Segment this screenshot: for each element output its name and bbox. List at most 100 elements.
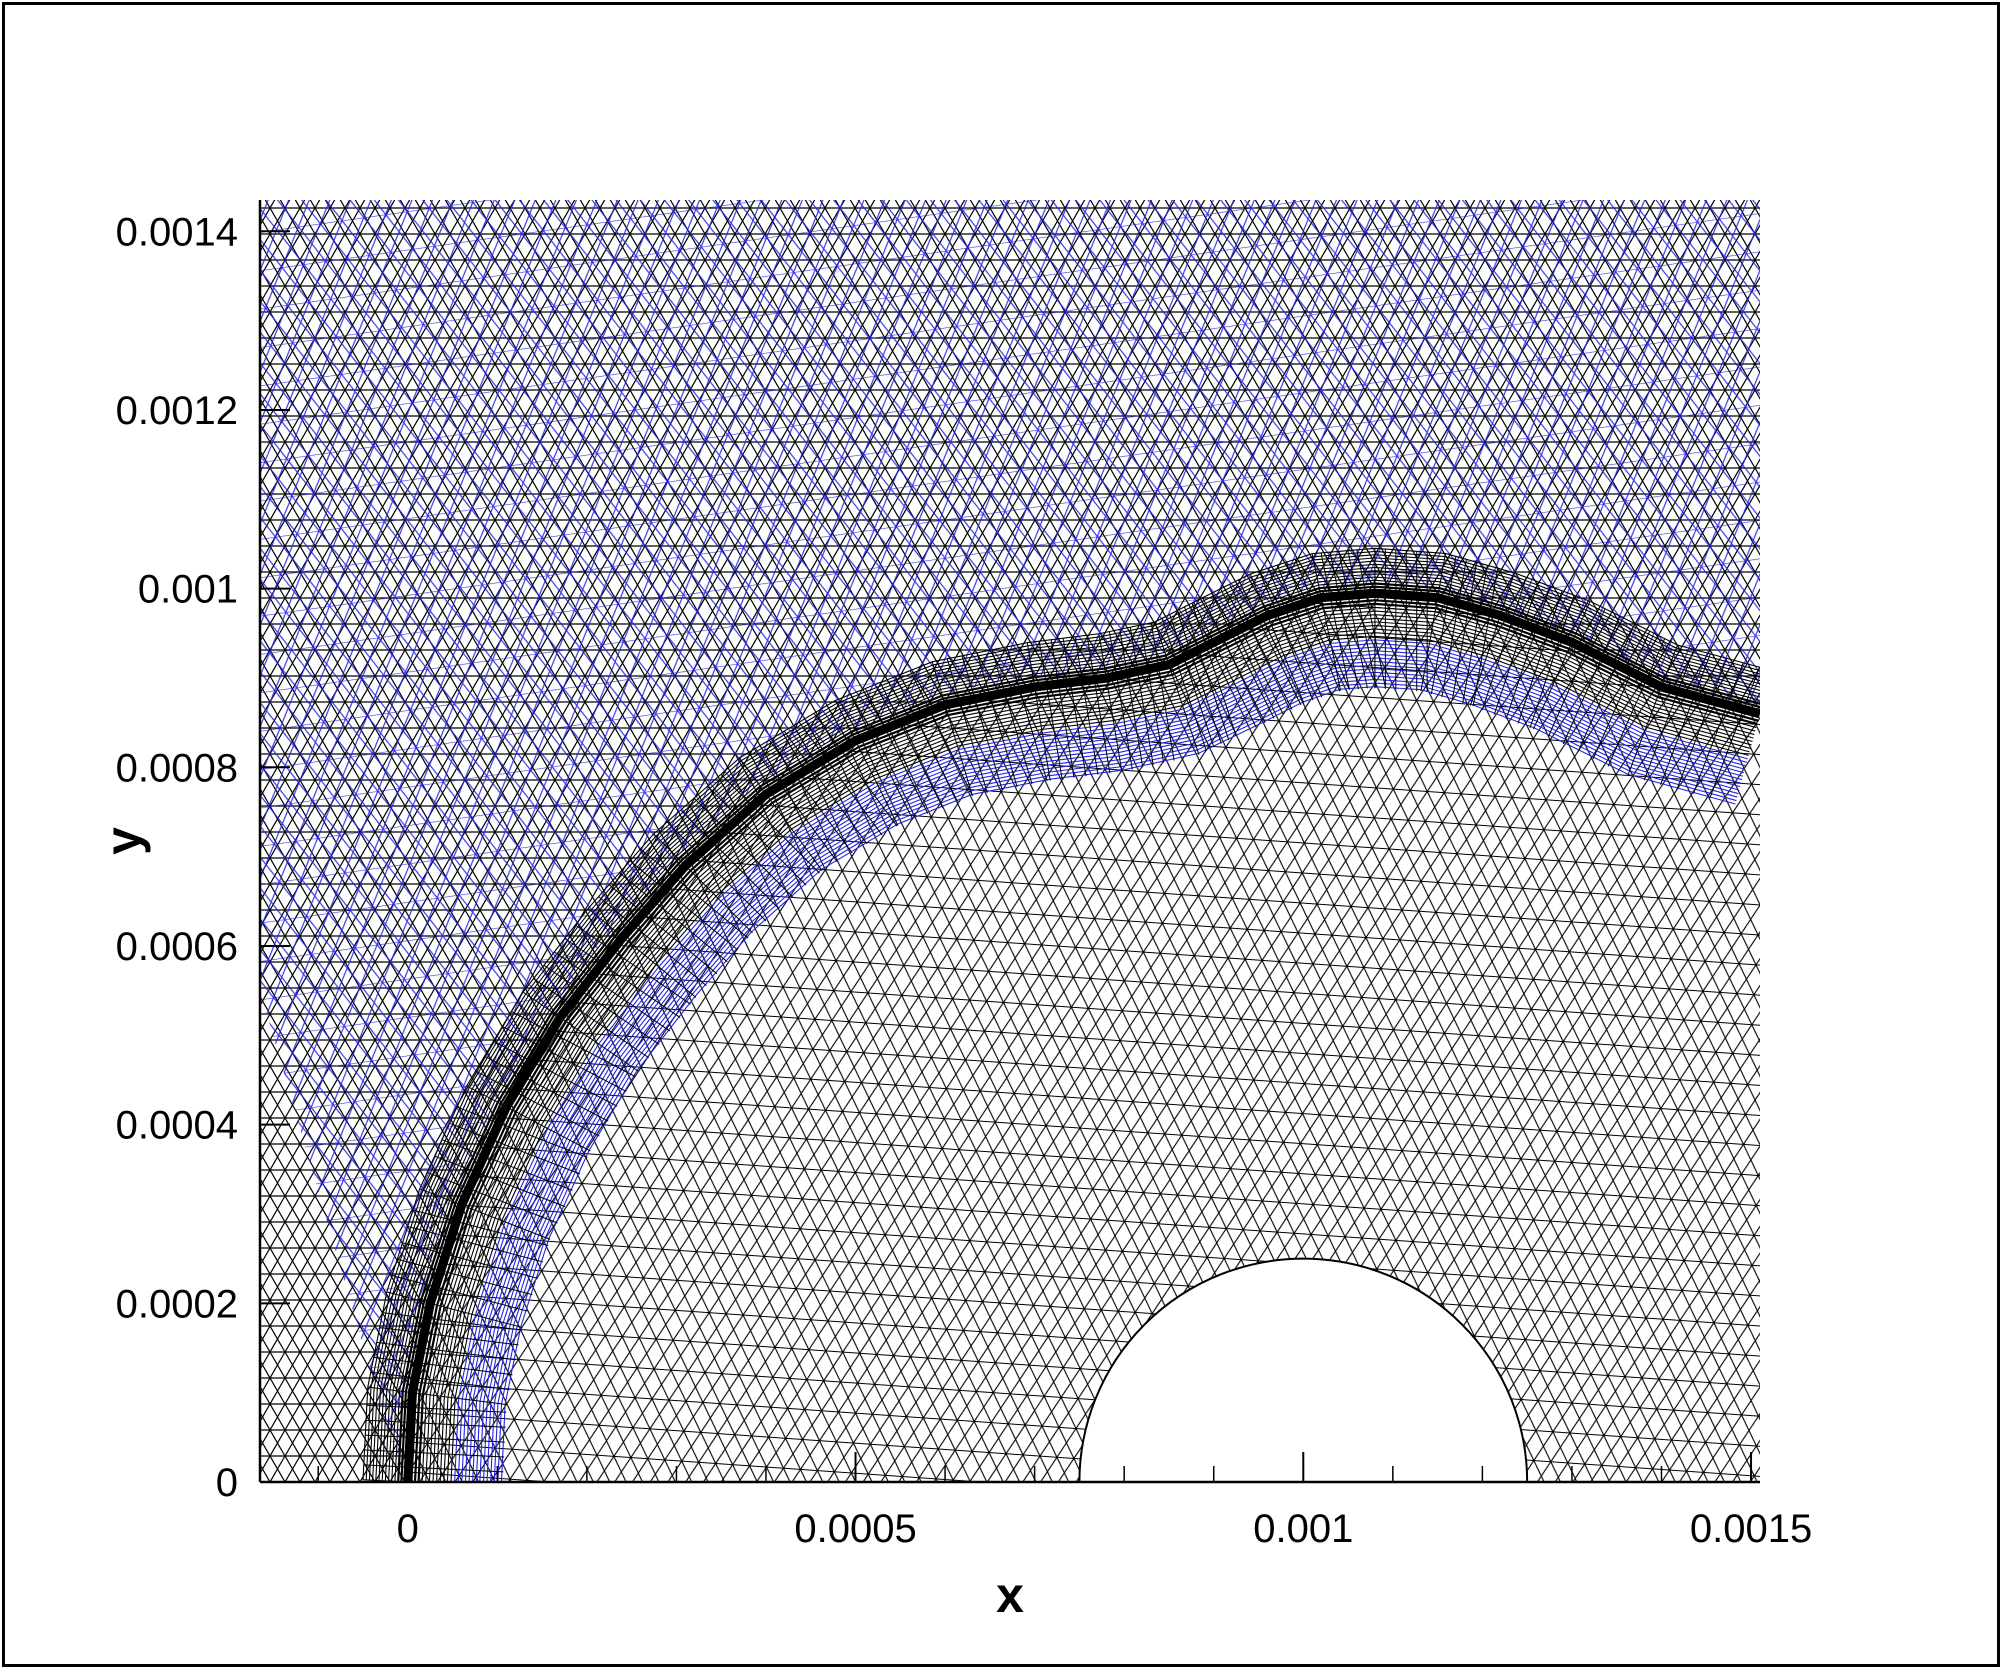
boundary-layer-radial-line: [434, 1155, 566, 1208]
boundary-layer-radial-line: [419, 1188, 551, 1240]
axes: 0 0.0005 0.001 0.0015 0 0.0002 0.0004 0.0006 0.…: [116, 200, 1812, 1551]
boundary-layer-radial-line: [991, 649, 1033, 785]
boundary-layer-radial-line: [466, 1085, 591, 1152]
boundary-layer-radial-line: [1320, 552, 1350, 690]
boundary-layer-radial-line: [1050, 639, 1075, 778]
boundary-layer-radial-line: [738, 757, 823, 871]
boundary-layer-radial-line: [502, 1025, 627, 1092]
boundary-layer-radial-line: [1211, 592, 1275, 719]
boundary-layer-radial-line: [564, 937, 681, 1018]
boundary-layer-radial-line: [1709, 666, 1760, 799]
boundary-layer-radial-line: [813, 712, 898, 827]
y-tick-label: 0.0004: [116, 1104, 238, 1148]
boundary-layer-radial-line: [1154, 621, 1200, 755]
boundary-layer-radial-line: [1481, 577, 1527, 711]
boundary-layer-radial-line: [1660, 653, 1711, 785]
x-tick-label: 0.001: [1253, 1507, 1353, 1551]
boundary-layer-radial-line: [1517, 590, 1563, 724]
boundary-layer-radial-line: [364, 1449, 505, 1458]
boundary-layer-radial-line: [1006, 646, 1048, 782]
boundary-layer-radial-line: [379, 1327, 519, 1346]
boundary-layer-radial-line: [798, 721, 883, 836]
boundary-layer-radial-line: [1294, 558, 1350, 689]
boundary-layer-radial-line: [693, 797, 794, 898]
boundary-layer-radial-line: [1529, 594, 1575, 729]
boundary-layer-radial-line: [608, 884, 718, 975]
boundary-layer-radial-line: [1338, 551, 1368, 689]
boundary-layer-radial-line: [619, 872, 728, 963]
x-tick-label: 0: [397, 1507, 419, 1551]
boundary-layer-radial-line: [365, 1434, 505, 1443]
boundary-layer-radial-line: [382, 1312, 522, 1331]
y-tick-label: 0.0002: [116, 1282, 238, 1326]
boundary-layer-radial-line: [629, 860, 739, 951]
boundary-layer-radial-line: [1038, 640, 1063, 780]
boundary-layer-radial-line: [1469, 572, 1515, 706]
boundary-layer-radial-line: [1229, 583, 1293, 710]
boundary-layer-radial-line: [386, 1291, 523, 1328]
boundary-layer-radial-line: [1074, 636, 1099, 775]
boundary-layer-radial-line: [1451, 562, 1478, 701]
boundary-layer-radial-line: [1285, 561, 1341, 692]
boundary-layer-radial-line: [407, 1225, 544, 1263]
y-tick-label: 0.0006: [116, 925, 238, 969]
boundary-layer-radial-line: [510, 1010, 636, 1077]
y-axis-title: y: [95, 827, 151, 855]
boundary-layer-radial-line: [1119, 629, 1144, 768]
boundary-layer-radial-line: [1493, 581, 1539, 715]
boundary-layer-radial-line: [1420, 553, 1446, 692]
boundary-layer-radial-line: [1129, 626, 1154, 766]
boundary-layer-radial-line: [894, 676, 959, 802]
boundary-layer-radial-line: [493, 1040, 618, 1107]
boundary-layer-radial-line: [412, 1209, 549, 1247]
boundary-layer-radial-line: [574, 924, 691, 1005]
boundary-layer-radial-line: [1692, 662, 1744, 794]
boundary-layer-radial-line: [365, 1419, 506, 1428]
boundary-layer-radial-line: [553, 951, 670, 1032]
boundary-layer-radial-line: [1237, 579, 1302, 706]
boundary-layer-radial-line: [1202, 597, 1266, 723]
interface-curve: [403, 588, 1760, 1482]
boundary-layer-radial-line: [396, 1258, 533, 1296]
boundary-layer-radial-line: [1430, 556, 1457, 695]
boundary-layer-radial-line: [376, 1341, 516, 1361]
boundary-layer-radial-line: [680, 809, 780, 910]
boundary-layer-radial-line: [484, 1055, 609, 1122]
boundary-layer-radial-line: [1267, 567, 1323, 698]
boundary-layer-radial-line: [1462, 565, 1488, 704]
boundary-layer-radial-line: [931, 661, 973, 796]
x-ticks: 0 0.0005 0.001 0.0015: [317, 1452, 1812, 1551]
boundary-layer-radial-line: [1311, 553, 1342, 691]
boundary-layer-radial-line: [1098, 633, 1123, 772]
boundary-layer-radial-line: [879, 682, 944, 808]
boundary-layer-radial-line: [1062, 637, 1087, 777]
boundary-layer-radial-line: [909, 670, 974, 796]
boundary-layer-radial-line: [720, 773, 820, 874]
boundary-layer-radial-line: [533, 978, 650, 1059]
boundary-layer-radial-line: [1108, 631, 1133, 770]
boundary-layer-radial-line: [834, 700, 899, 826]
boundary-layer-radial-line: [367, 1386, 507, 1405]
boundary-layer-radial-line: [1184, 606, 1230, 740]
boundary-layer-radial-line: [587, 908, 697, 998]
boundary-layer-radial-line: [1026, 642, 1051, 781]
boundary-layer-radial-line: [1547, 608, 1606, 737]
boundary-layer-radial-line: [864, 688, 929, 814]
boundary-layer-radial-line: [1191, 603, 1237, 737]
boundary-layer-radial-line: [849, 694, 914, 820]
boundary-layer-radial-line: [449, 1122, 581, 1175]
y-ticks: 0 0.0002 0.0004 0.0006 0.0008 0.001 0.0012 0.00…: [116, 210, 290, 1505]
boundary-layer-radial-line: [639, 848, 749, 939]
boundary-layer-radial-line: [1676, 658, 1728, 790]
boundary-layer-radial-line: [543, 964, 660, 1045]
boundary-layer-radial-line: [1193, 601, 1257, 728]
boundary-layer-radial-line: [1627, 644, 1678, 776]
y-tick-label: 0.0012: [116, 389, 238, 433]
boundary-layer-radial-line: [1532, 600, 1591, 730]
boundary-layer-radial-line: [402, 1242, 538, 1279]
boundary-layer-radial-line: [366, 1404, 507, 1413]
boundary-layer-radial-line: [391, 1275, 528, 1312]
x-axis-title: x: [996, 1567, 1024, 1623]
